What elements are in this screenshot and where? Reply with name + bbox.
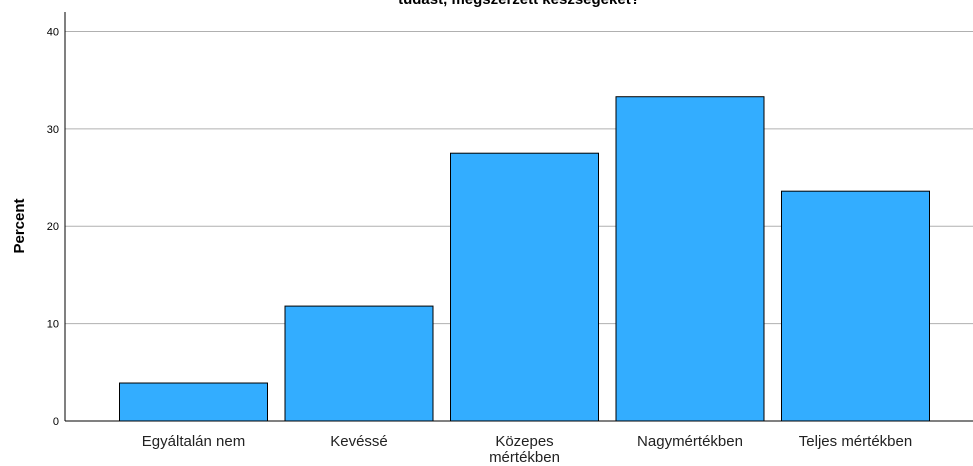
category-label: Nagymértékben <box>637 433 743 450</box>
category-label-line: Teljes mértékben <box>799 433 912 450</box>
bar <box>781 190 930 422</box>
bars <box>119 96 930 422</box>
bar <box>119 382 268 422</box>
y-axis-label: Percent <box>11 198 28 253</box>
bar <box>615 96 765 422</box>
category-label-line: Nagymértékben <box>637 433 743 450</box>
y-tick-label: 0 <box>53 416 59 428</box>
category-label-line: Egyáltalán nem <box>142 433 245 450</box>
y-tick-labels: 0 10 20 30 40 <box>47 26 59 428</box>
bar <box>284 305 434 422</box>
y-tick-label: 40 <box>47 26 59 38</box>
category-label: Teljes mértékben <box>799 433 912 450</box>
category-label: Közepes mértékben <box>489 433 560 466</box>
axes <box>64 12 973 422</box>
category-labels: Egyáltalán nem Kevéssé Közepes mértékben Nag… <box>142 433 912 466</box>
chart-title: tudást, megszerzett készségeket? <box>398 0 640 8</box>
bar <box>450 152 599 422</box>
category-label-line: mértékben <box>489 449 560 466</box>
category-label-line: Kevéssé <box>330 433 388 450</box>
y-tick-label: 20 <box>47 221 59 233</box>
y-tick-label: 30 <box>47 124 59 136</box>
category-label: Kevéssé <box>330 433 388 450</box>
category-label: Egyáltalán nem <box>142 433 245 450</box>
y-tick-label: 10 <box>47 319 59 331</box>
category-label-line: Közepes <box>495 433 553 450</box>
